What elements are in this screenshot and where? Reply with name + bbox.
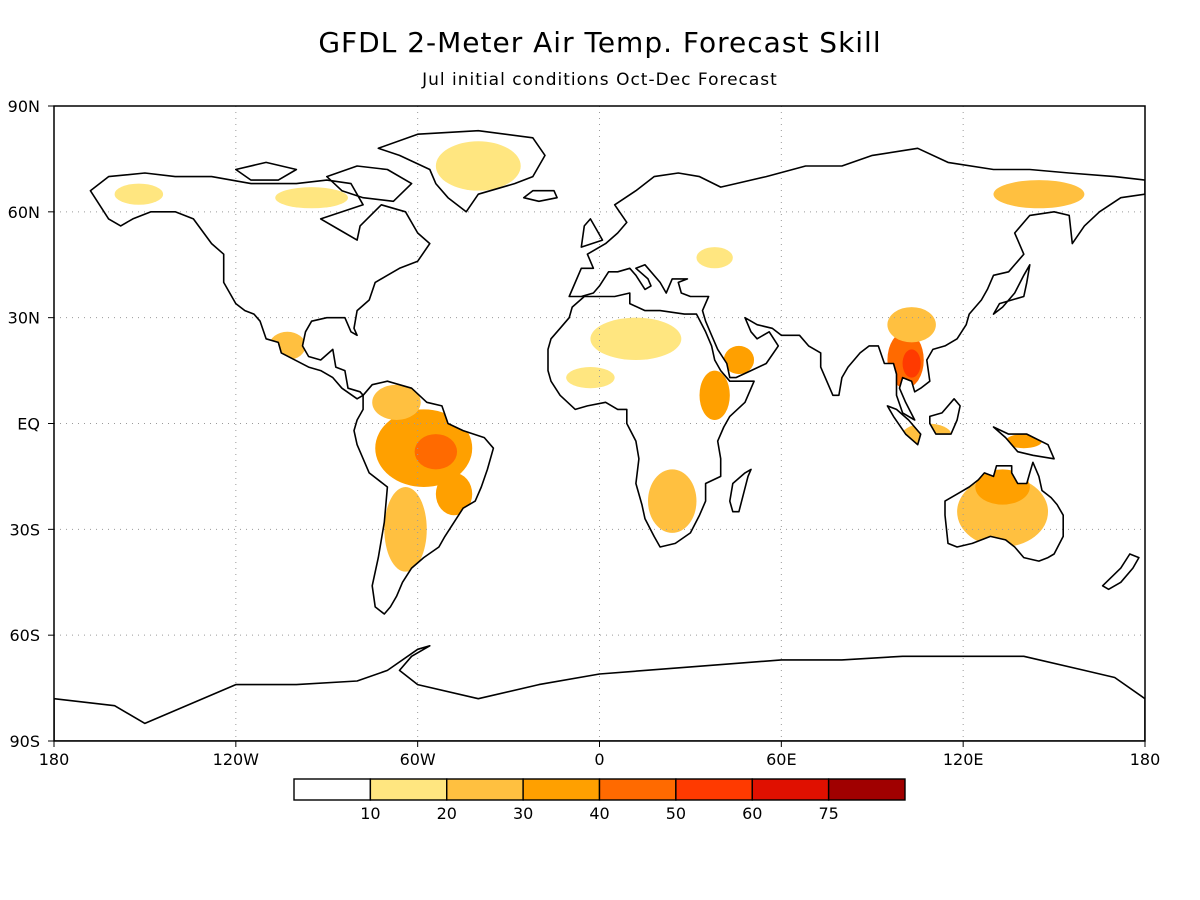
coastline bbox=[729, 468, 752, 513]
colorbar-label: 30 bbox=[513, 804, 533, 823]
skill-region-horn-of-africa bbox=[699, 370, 730, 420]
lat-tick-label: 60N bbox=[8, 203, 40, 222]
skill-region-east-siberia bbox=[993, 180, 1085, 209]
coastline bbox=[944, 461, 1064, 562]
colorbar-swatch bbox=[446, 778, 524, 801]
lon-tick-label: 180 bbox=[39, 750, 70, 769]
skill-region-south-china bbox=[887, 307, 936, 343]
colorbar-swatch bbox=[751, 778, 830, 801]
colorbar-label: 40 bbox=[589, 804, 609, 823]
skill-background bbox=[54, 130, 1145, 741]
coastline bbox=[377, 129, 546, 213]
lat-tick-label: EQ bbox=[17, 415, 40, 434]
skill-region-southern-africa bbox=[647, 469, 697, 533]
coastline bbox=[886, 405, 922, 446]
lat-tick-label: 90N bbox=[8, 97, 40, 116]
skill-region-west-africa bbox=[566, 367, 615, 389]
colorbar-swatch bbox=[369, 778, 448, 801]
coastline bbox=[522, 189, 558, 203]
lat-tick-label: 90S bbox=[9, 732, 40, 751]
skill-region-southeast-brazil bbox=[435, 472, 473, 516]
colorbar-swatch bbox=[522, 778, 601, 801]
skill-region-arabia bbox=[723, 345, 755, 375]
lat-tick-label: 30N bbox=[8, 309, 40, 328]
coastline bbox=[89, 172, 431, 400]
skill-shading bbox=[54, 130, 1145, 741]
coastline bbox=[992, 426, 1055, 460]
colorbar: 10 20 30 40 50 60 75 bbox=[293, 778, 906, 823]
skill-region-southern-south-america bbox=[384, 486, 427, 572]
skill-region-sahara bbox=[590, 317, 682, 361]
coastline bbox=[992, 264, 1031, 315]
lat-tick-label: 30S bbox=[9, 520, 40, 539]
skill-region-indochina-core bbox=[902, 349, 921, 378]
coastline bbox=[547, 292, 755, 548]
colorbar-label: 20 bbox=[437, 804, 457, 823]
lat-tick-label: 60S bbox=[9, 626, 40, 645]
lon-tick-label: 60E bbox=[766, 750, 796, 769]
skill-region-northern-south-america bbox=[372, 384, 421, 420]
skill-region-canada-arctic bbox=[275, 187, 348, 209]
coastline bbox=[1101, 553, 1140, 591]
coastline bbox=[929, 398, 961, 435]
colorbar-swatch bbox=[598, 778, 677, 801]
coastline bbox=[580, 218, 604, 248]
coastline bbox=[353, 380, 495, 615]
colorbar-swatch bbox=[293, 778, 372, 801]
skill-region-greenland bbox=[435, 141, 521, 191]
lon-tick-label: 120E bbox=[943, 750, 984, 769]
colorbar-label: 10 bbox=[360, 804, 380, 823]
coastline bbox=[235, 161, 298, 181]
lon-tick-label: 120W bbox=[213, 750, 260, 769]
chart-subtitle: Jul initial conditions Oct-Dec Forecast bbox=[422, 70, 778, 90]
skill-region-black-sea-region bbox=[696, 247, 733, 269]
colorbar-swatch bbox=[827, 778, 906, 801]
lon-tick-label: 180 bbox=[1130, 750, 1161, 769]
coastline bbox=[326, 165, 413, 203]
skill-region-alaska bbox=[114, 183, 164, 205]
skill-fill-layer bbox=[54, 130, 1145, 741]
coastlines bbox=[54, 129, 1145, 741]
skill-region-new-guinea bbox=[1005, 434, 1042, 449]
colorbar-label: 60 bbox=[742, 804, 762, 823]
lon-tick-label: 0 bbox=[594, 750, 604, 769]
coastline bbox=[54, 645, 1145, 741]
colorbar-label: 50 bbox=[666, 804, 686, 823]
colorbar-label: 75 bbox=[818, 804, 838, 823]
skill-region-amazon-core bbox=[414, 434, 458, 470]
coastline bbox=[568, 147, 1145, 421]
colorbar-swatch bbox=[675, 778, 753, 801]
chart-title: GFDL 2-Meter Air Temp. Forecast Skill bbox=[318, 26, 882, 59]
lon-tick-label: 60W bbox=[400, 750, 436, 769]
